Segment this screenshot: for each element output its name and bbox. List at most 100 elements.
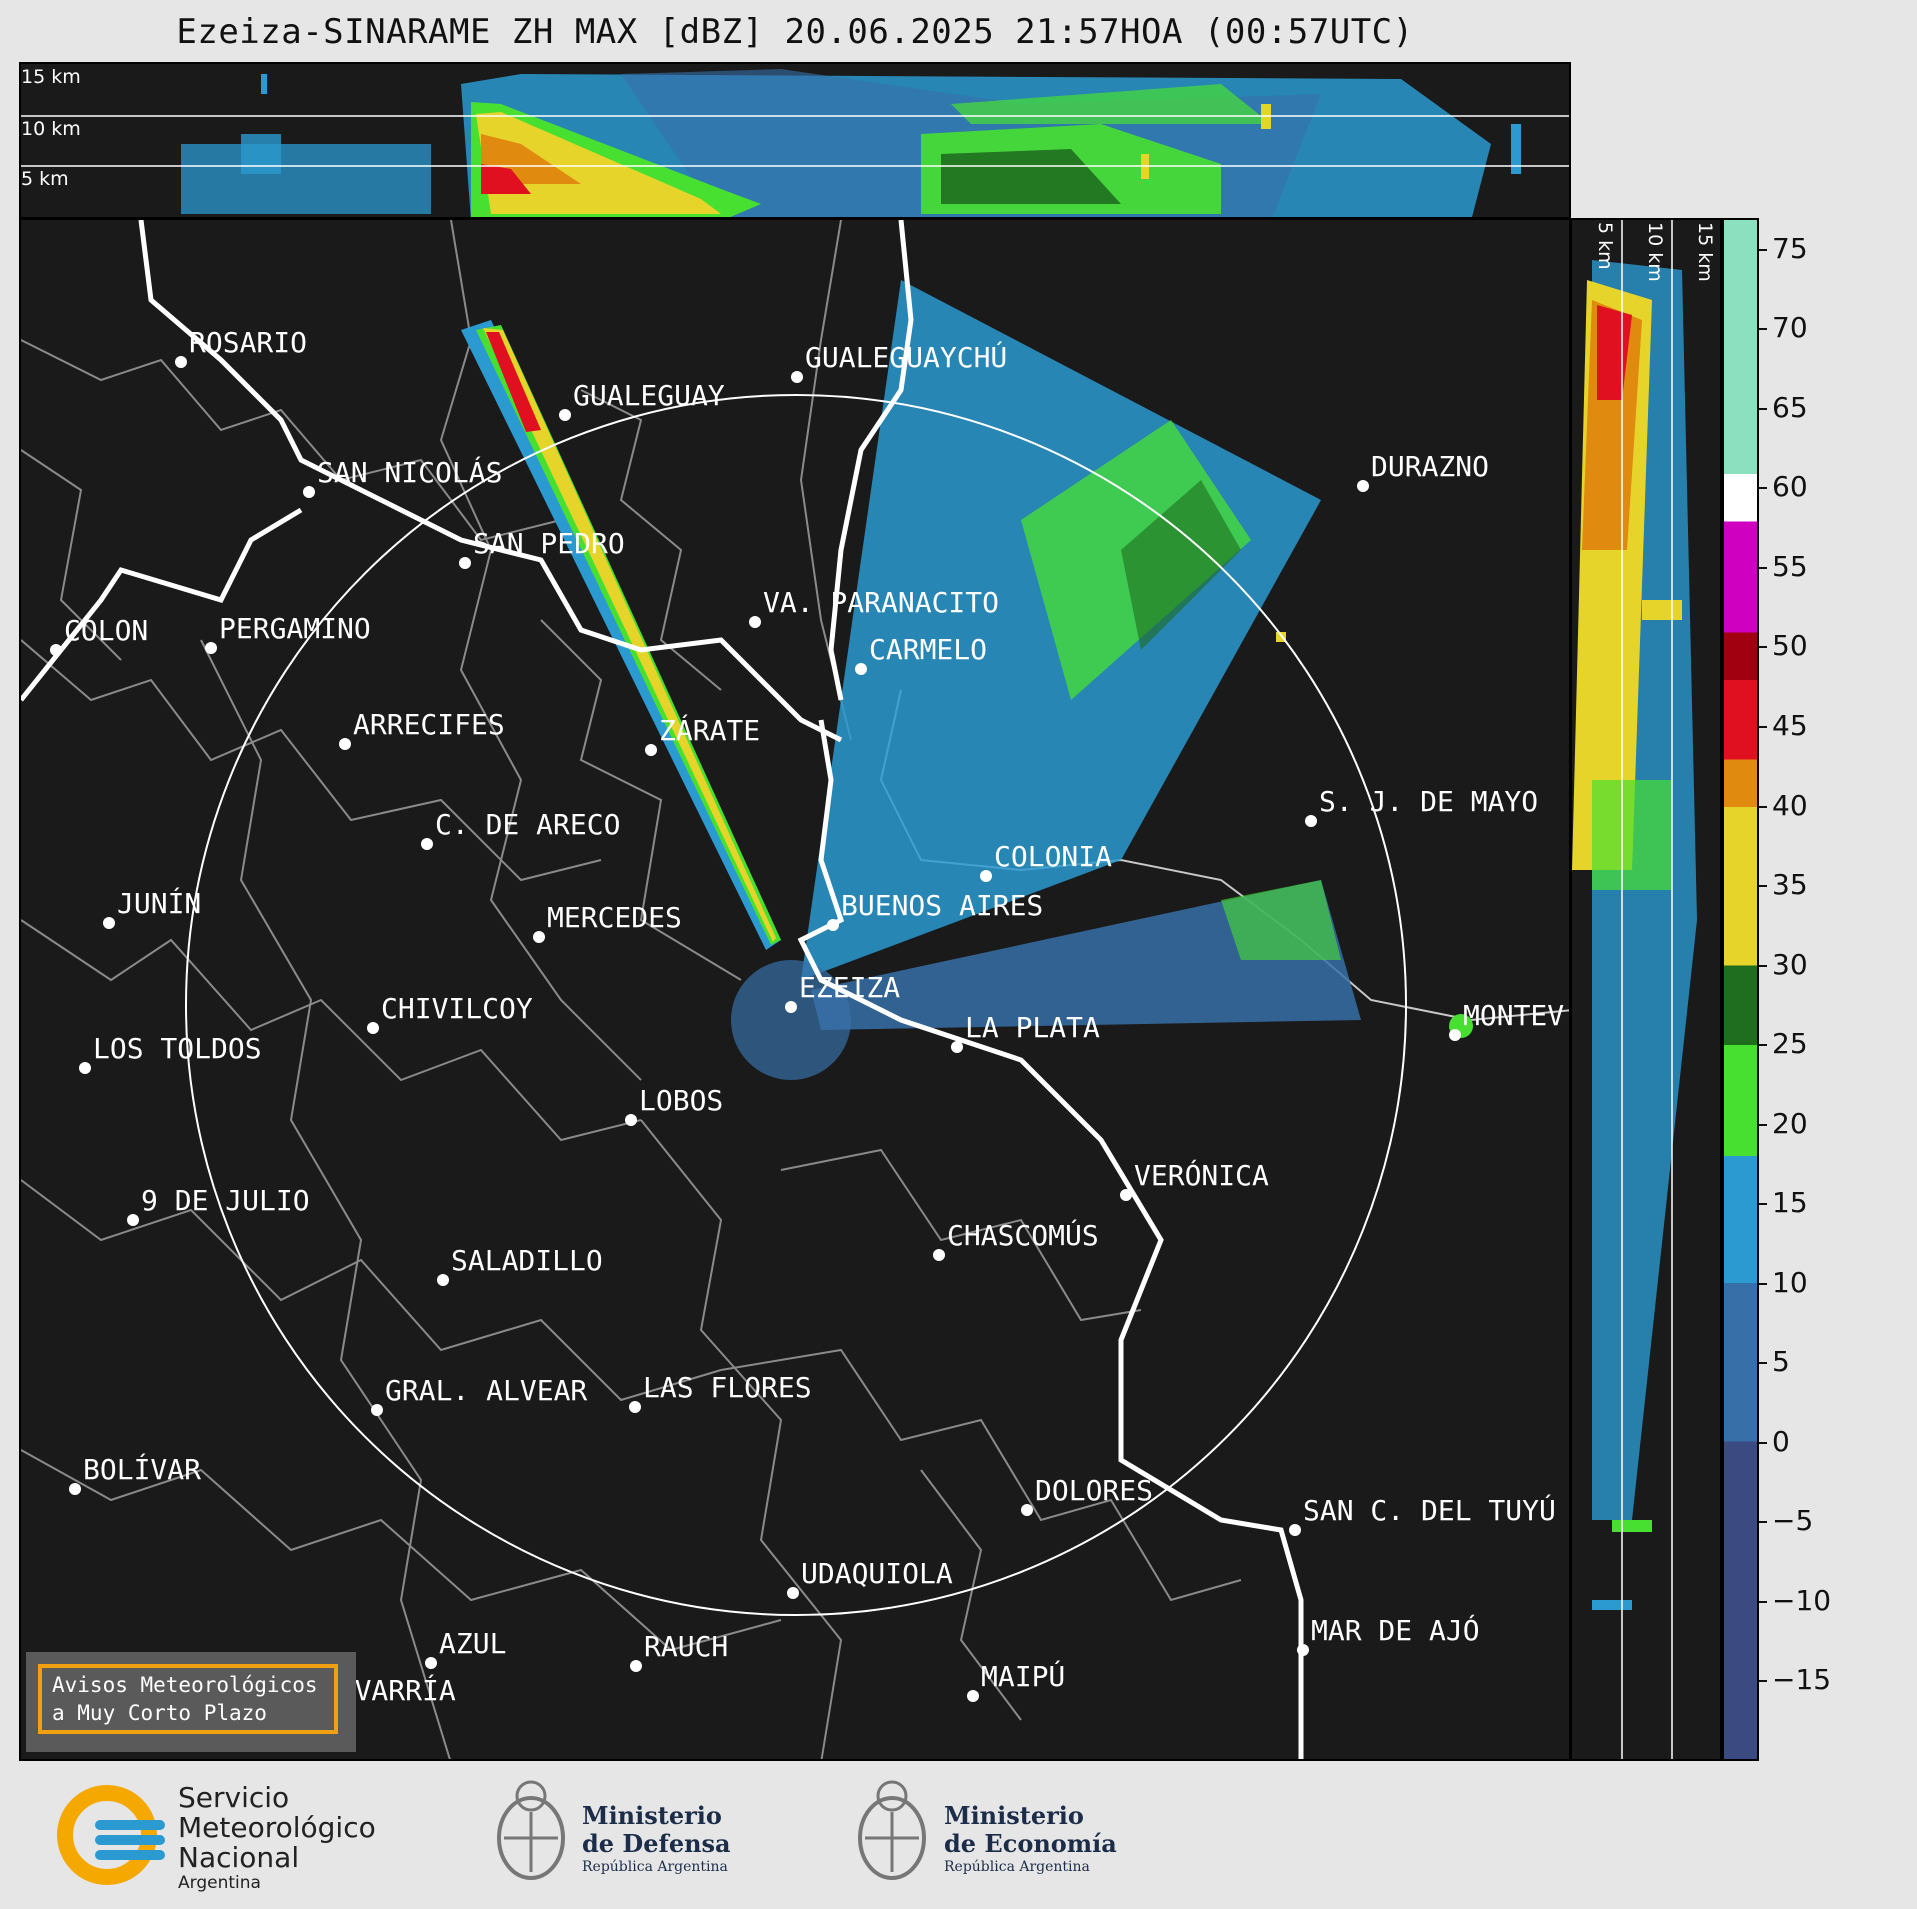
smn-line-4: Argentina bbox=[178, 1873, 261, 1893]
city-dot bbox=[1021, 1504, 1033, 1516]
city-label: SAN PEDRO bbox=[473, 527, 625, 560]
colorbar-tickmark bbox=[1759, 248, 1767, 251]
smn-line-2: Meteorológico bbox=[178, 1811, 376, 1844]
aviso-box[interactable]: Avisos Meteorológicos a Muy Corto Plazo bbox=[26, 1652, 356, 1752]
city-marker: BOLÍVAR bbox=[69, 1452, 201, 1495]
city-marker: DURAZNO bbox=[1357, 450, 1489, 492]
city-marker: MERCEDES bbox=[533, 901, 682, 943]
city-dot bbox=[69, 1483, 81, 1495]
city-label: LAS FLORES bbox=[643, 1371, 812, 1404]
city-label: CHASCOMÚS bbox=[947, 1218, 1099, 1252]
city-marker: ZÁRATE bbox=[645, 713, 760, 756]
city-marker: BUENOS AIRES bbox=[827, 889, 1043, 931]
economia-line-1: Ministerio bbox=[944, 1801, 1084, 1830]
city-label: EZEIZA bbox=[799, 971, 900, 1004]
colorbar-tick-label: −5 bbox=[1772, 1504, 1814, 1538]
level-label-15km: 15 km bbox=[21, 66, 81, 88]
colorbar-tickmark bbox=[1759, 1282, 1767, 1285]
colorbar-tickmark bbox=[1759, 646, 1767, 649]
city-dot bbox=[749, 616, 761, 628]
city-marker: SAN NICOLÁS bbox=[303, 455, 502, 498]
colorbar-tick-label: 45 bbox=[1772, 709, 1808, 743]
city-dot bbox=[967, 1690, 979, 1702]
city-marker: VERÓNICA bbox=[1120, 1158, 1269, 1201]
city-label: VA. PARANACITO bbox=[763, 586, 999, 619]
colorbar-tick-label: 40 bbox=[1772, 788, 1808, 822]
top-cross-section-panel: 15 km 10 km 5 km bbox=[19, 62, 1571, 219]
right-cross-section-echoes bbox=[1572, 220, 1697, 1759]
city-dot bbox=[855, 663, 867, 675]
colorbar-tick-label: 55 bbox=[1772, 549, 1808, 583]
city-dot bbox=[425, 1657, 437, 1669]
city-label: VERÓNICA bbox=[1134, 1158, 1269, 1192]
city-label: 9 DE JULIO bbox=[141, 1184, 310, 1217]
colorbar-tickmark bbox=[1759, 964, 1767, 967]
aviso-link[interactable]: Avisos Meteorológicos a Muy Corto Plazo bbox=[38, 1664, 338, 1734]
city-marker: UDAQUIOLA bbox=[787, 1557, 953, 1599]
city-dot bbox=[787, 1587, 799, 1599]
city-marker: DOLORES bbox=[1021, 1474, 1153, 1516]
defensa-line-2: de Defensa bbox=[582, 1829, 731, 1858]
city-marker: S. J. DE MAYO bbox=[1305, 785, 1538, 827]
city-dot bbox=[175, 356, 187, 368]
colorbar-tick-label: 30 bbox=[1772, 947, 1808, 981]
level-label-10km-right: 10 km bbox=[1644, 222, 1666, 282]
colorbar-tickmark bbox=[1759, 1362, 1767, 1365]
rivers-coastline bbox=[21, 220, 1304, 1759]
chart-title: Ezeiza-SINARAME ZH MAX [dBZ] 20.06.2025 … bbox=[176, 12, 1414, 52]
city-dot bbox=[1297, 1644, 1309, 1656]
city-marker: COLONIA bbox=[980, 840, 1112, 882]
colorbar-tick-label: 25 bbox=[1772, 1027, 1808, 1061]
aviso-line-2: a Muy Corto Plazo bbox=[52, 1701, 267, 1725]
city-label: PERGAMINO bbox=[219, 612, 371, 645]
colorbar-tick-label: 65 bbox=[1772, 390, 1808, 424]
city-dot bbox=[645, 744, 657, 756]
smn-logo-icon bbox=[57, 1785, 165, 1885]
defensa-line-3: República Argentina bbox=[582, 1859, 728, 1875]
city-label: COLONIA bbox=[994, 840, 1112, 873]
city-label: CARMELO bbox=[869, 633, 987, 666]
city-dot bbox=[630, 1660, 642, 1672]
city-label: GUALEGUAY bbox=[573, 379, 725, 412]
city-label: C. DE ARECO bbox=[435, 808, 620, 841]
city-label: ROSARIO bbox=[189, 326, 307, 359]
city-marker: LOBOS bbox=[625, 1084, 723, 1126]
radar-map-panel: ROSARIO GUALEGUAYCHÚ GUALEGUAY SAN NICOLÁS D… bbox=[19, 218, 1571, 1761]
city-dot bbox=[79, 1062, 91, 1074]
radar-map: ROSARIO GUALEGUAYCHÚ GUALEGUAY SAN NICOLÁS D… bbox=[21, 220, 1569, 1759]
city-dot bbox=[103, 917, 115, 929]
city-marker: C. DE ARECO bbox=[421, 808, 620, 850]
city-marker: LA PLATA bbox=[951, 1011, 1100, 1053]
city-dot bbox=[127, 1214, 139, 1226]
city-marker: EZEIZA bbox=[785, 971, 900, 1013]
city-marker: SAN C. DEL TUYÚ bbox=[1289, 1493, 1556, 1536]
colorbar-tick-label: 75 bbox=[1772, 231, 1808, 265]
city-dot bbox=[205, 642, 217, 654]
city-dot bbox=[625, 1114, 637, 1126]
city-marker: CHASCOMÚS bbox=[933, 1218, 1099, 1261]
city-dot bbox=[533, 931, 545, 943]
city-dot bbox=[50, 644, 62, 656]
colorbar-tick-label: 35 bbox=[1772, 868, 1808, 902]
city-label: LOS TOLDOS bbox=[93, 1032, 262, 1065]
city-label: SAN NICOLÁS bbox=[317, 455, 502, 489]
city-marker: GUALEGUAYCHÚ bbox=[791, 340, 1007, 383]
city-marker: MAIPÚ bbox=[967, 1659, 1065, 1702]
level-label-10km: 10 km bbox=[21, 118, 81, 140]
smn-line-3: Nacional bbox=[178, 1841, 300, 1874]
city-label: SAN C. DEL TUYÚ bbox=[1303, 1493, 1556, 1527]
city-marker: SAN PEDRO bbox=[459, 527, 625, 569]
city-dot bbox=[827, 919, 839, 931]
colorbar-tick-label: −15 bbox=[1772, 1663, 1832, 1697]
city-label: DOLORES bbox=[1035, 1474, 1153, 1507]
city-dot bbox=[559, 409, 571, 421]
city-dot bbox=[437, 1274, 449, 1286]
city-dot bbox=[1357, 480, 1369, 492]
city-dot bbox=[629, 1401, 641, 1413]
colorbar-tickmark bbox=[1759, 1203, 1767, 1206]
colorbar-tick-label: −10 bbox=[1772, 1583, 1832, 1617]
city-label: GUALEGUAYCHÚ bbox=[805, 340, 1007, 374]
city-marker: LOS TOLDOS bbox=[79, 1032, 262, 1074]
colorbar-tickmark bbox=[1759, 1123, 1767, 1126]
city-label: RAUCH bbox=[644, 1630, 728, 1663]
